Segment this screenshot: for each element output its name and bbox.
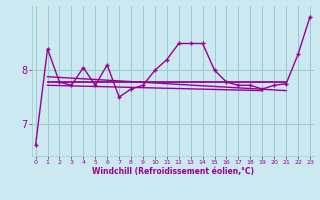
X-axis label: Windchill (Refroidissement éolien,°C): Windchill (Refroidissement éolien,°C)	[92, 167, 254, 176]
